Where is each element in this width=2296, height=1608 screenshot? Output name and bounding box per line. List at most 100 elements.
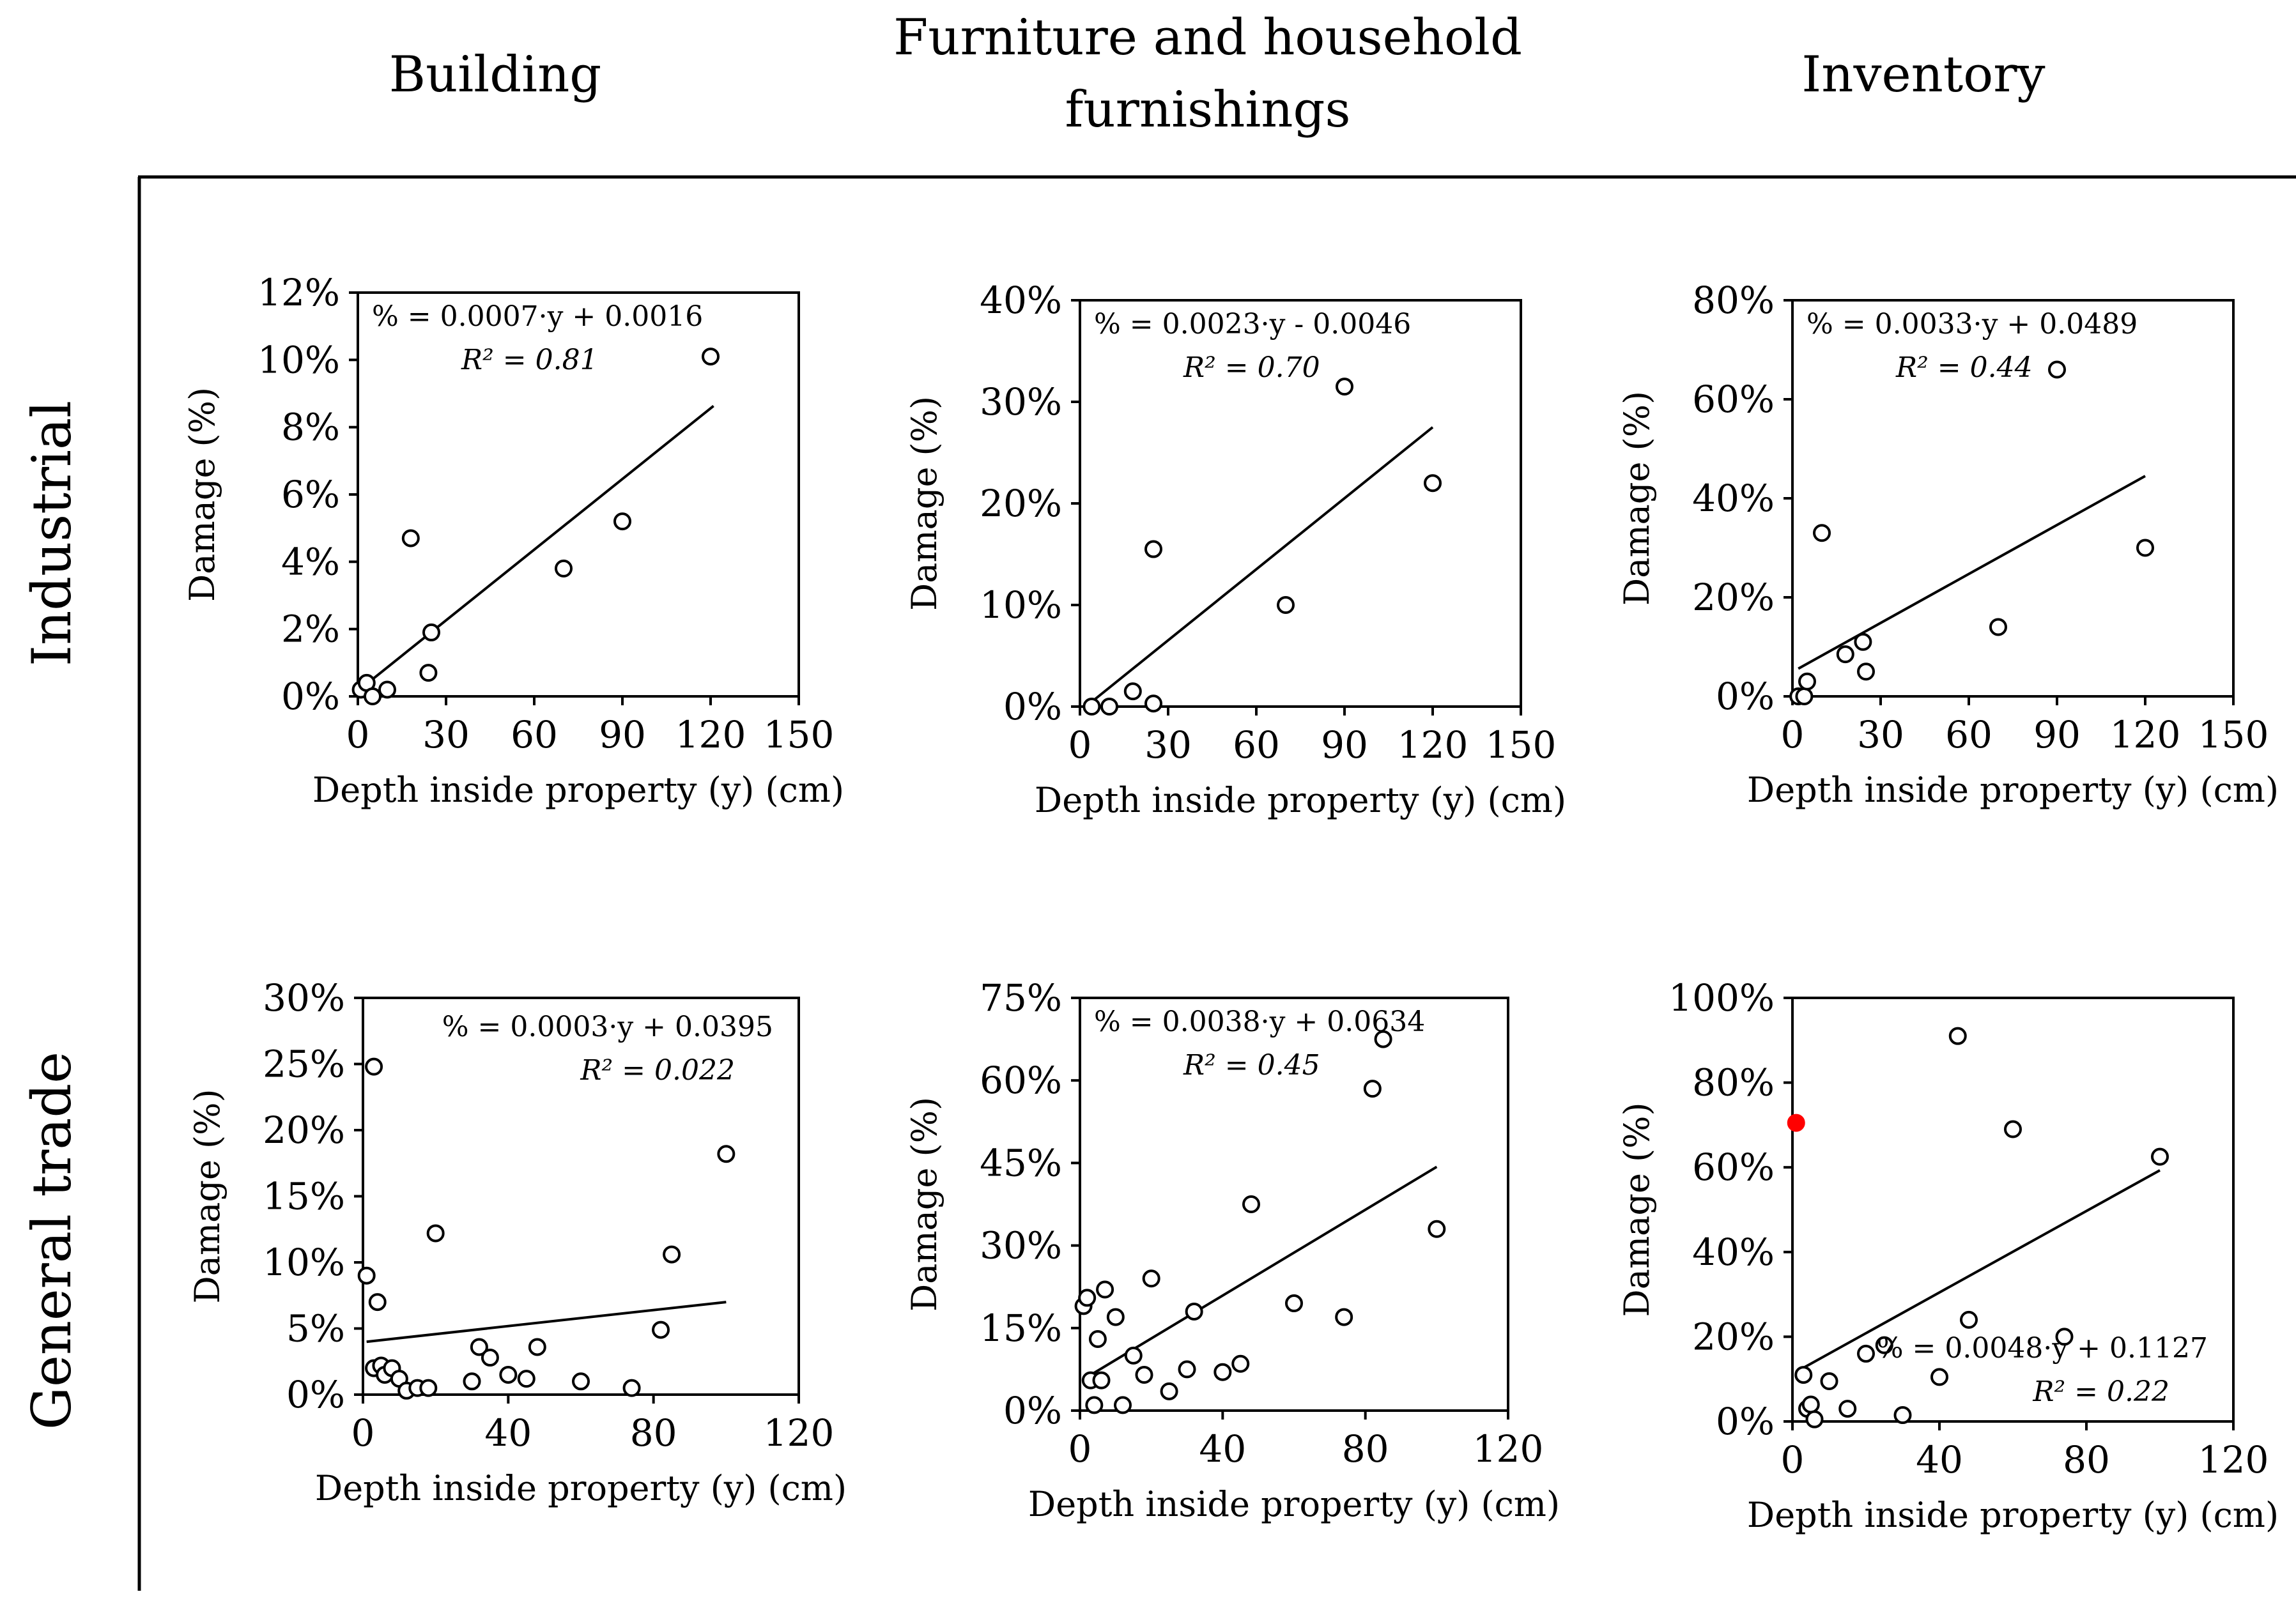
x-tick-label: 120 <box>675 713 746 756</box>
x-axis-label: Depth inside property (y) (cm) <box>1747 1495 2279 1535</box>
y-tick-label: 10% <box>263 1241 345 1284</box>
y-tick-label: 60% <box>1692 378 1775 421</box>
data-point <box>1178 1360 1196 1379</box>
y-tick-label: 25% <box>263 1043 345 1086</box>
data-point <box>1875 1336 1893 1354</box>
y-tick-label: 60% <box>980 1059 1062 1102</box>
x-tick-label: 40 <box>1199 1427 1246 1471</box>
x-tick-label: 0 <box>1781 1438 1805 1482</box>
y-tick-label: 10% <box>258 338 340 381</box>
data-point <box>1083 698 1101 716</box>
trend-line <box>366 1301 727 1344</box>
y-tick-label: 15% <box>980 1306 1062 1350</box>
y-tick-label: 80% <box>1692 1061 1775 1105</box>
data-point <box>1795 687 1814 705</box>
data-point <box>499 1365 518 1384</box>
data-point <box>1124 1346 1143 1365</box>
y-tick-label: 30% <box>980 1224 1062 1267</box>
data-point <box>1805 1410 1824 1428</box>
y-tick-label: 10% <box>980 583 1062 627</box>
x-tick-label: 60 <box>1945 713 1992 756</box>
data-point <box>1374 1030 1392 1048</box>
y-tick-label: 100% <box>1668 976 1775 1020</box>
data-point <box>1836 645 1854 664</box>
column-title-furniture-line-2: furnishings <box>1065 81 1351 139</box>
data-point <box>1144 540 1162 558</box>
chart-panel-5: 0 40 80 120 0% 20% 40% 60% 80% 100% Depth inside p… <box>1617 976 2279 1535</box>
x-tick-label: 0 <box>351 1411 375 1455</box>
data-point <box>1106 1308 1125 1326</box>
x-tick-label: 30 <box>1144 723 1192 767</box>
data-point <box>481 1349 499 1367</box>
data-point <box>1857 662 1875 681</box>
data-point <box>1893 1406 1912 1425</box>
y-tick-label: 0% <box>1003 1389 1062 1432</box>
r-squared-label: R² = 0.45 <box>1183 1049 1320 1082</box>
data-point <box>663 1245 681 1264</box>
data-point <box>2151 1147 2169 1166</box>
x-tick-label: 150 <box>1486 723 1557 767</box>
y-tick-label: 40% <box>980 279 1062 322</box>
x-tick-label: 30 <box>422 713 470 756</box>
y-tick-label: 0% <box>281 675 340 718</box>
data-point <box>1142 1269 1160 1288</box>
y-tick-label: 20% <box>1692 1315 1775 1358</box>
y-axis-label: Damage (%) <box>1617 1102 1657 1317</box>
y-tick-label: 45% <box>980 1141 1062 1184</box>
x-tick-label: 90 <box>1321 723 1368 767</box>
data-point <box>1960 1310 1978 1329</box>
data-point <box>1092 1371 1111 1390</box>
data-point <box>1854 632 1872 651</box>
data-point <box>364 687 381 705</box>
x-tick-label: 80 <box>630 1411 677 1455</box>
data-point <box>1428 1220 1446 1238</box>
data-point <box>1930 1368 1948 1386</box>
data-point <box>1801 1395 1820 1414</box>
x-tick-label: 120 <box>1398 723 1468 767</box>
x-tick-label: 150 <box>2198 713 2269 756</box>
x-tick-label: 120 <box>2110 713 2181 756</box>
x-tick-label: 120 <box>2198 1438 2269 1482</box>
y-tick-label: 30% <box>980 380 1062 424</box>
data-point <box>1813 524 1831 542</box>
data-point <box>365 1057 383 1076</box>
data-point <box>419 664 438 682</box>
regression-equation: % = 0.0038·y + 0.0634 <box>1094 1006 1425 1038</box>
data-point <box>1857 1344 1875 1363</box>
data-point <box>572 1372 590 1391</box>
data-point <box>1336 378 1353 396</box>
trend-line <box>1083 1165 1438 1381</box>
y-tick-label: 20% <box>1692 576 1775 619</box>
data-point <box>422 623 440 641</box>
x-tick-label: 80 <box>1342 1427 1389 1471</box>
y-tick-label: 0% <box>1716 675 1775 718</box>
row-label-general-trade: General trade <box>20 1052 83 1430</box>
r-squared-label: R² = 0.44 <box>1895 351 2033 384</box>
trend-line <box>1795 1169 2161 1374</box>
x-tick-label: 60 <box>511 713 558 756</box>
data-point <box>357 1266 376 1285</box>
x-tick-label: 0 <box>1781 713 1805 756</box>
y-axis-label: Damage (%) <box>187 1089 227 1303</box>
trend-line <box>1084 426 1434 708</box>
x-tick-label: 80 <box>2063 1438 2110 1482</box>
data-point <box>1088 1330 1107 1349</box>
chart-panel-3: 0 40 80 120 0% 5% 10% 15% 20% 25% 30% Depth inside … <box>187 976 847 1508</box>
y-tick-label: 60% <box>1692 1145 1775 1189</box>
data-point <box>1242 1195 1260 1213</box>
y-tick-label: 0% <box>1716 1400 1775 1443</box>
y-tick-label: 0% <box>286 1373 345 1416</box>
r-squared-label: R² = 0.22 <box>2032 1375 2169 1408</box>
data-point <box>2055 1328 2074 1346</box>
x-tick-label: 40 <box>484 1411 532 1455</box>
data-point <box>2048 360 2066 379</box>
plot-frame <box>1791 997 2235 1423</box>
chart-panel-0: 0 30 60 90 120 150 0% 2% 4% 6% 8% 10% 12% Depth insid… <box>182 271 844 810</box>
data-point <box>717 1145 736 1163</box>
data-point <box>1160 1382 1178 1400</box>
data-point <box>555 559 573 578</box>
data-point <box>1096 1280 1114 1299</box>
data-point <box>1363 1080 1382 1098</box>
y-tick-label: 6% <box>281 473 340 516</box>
